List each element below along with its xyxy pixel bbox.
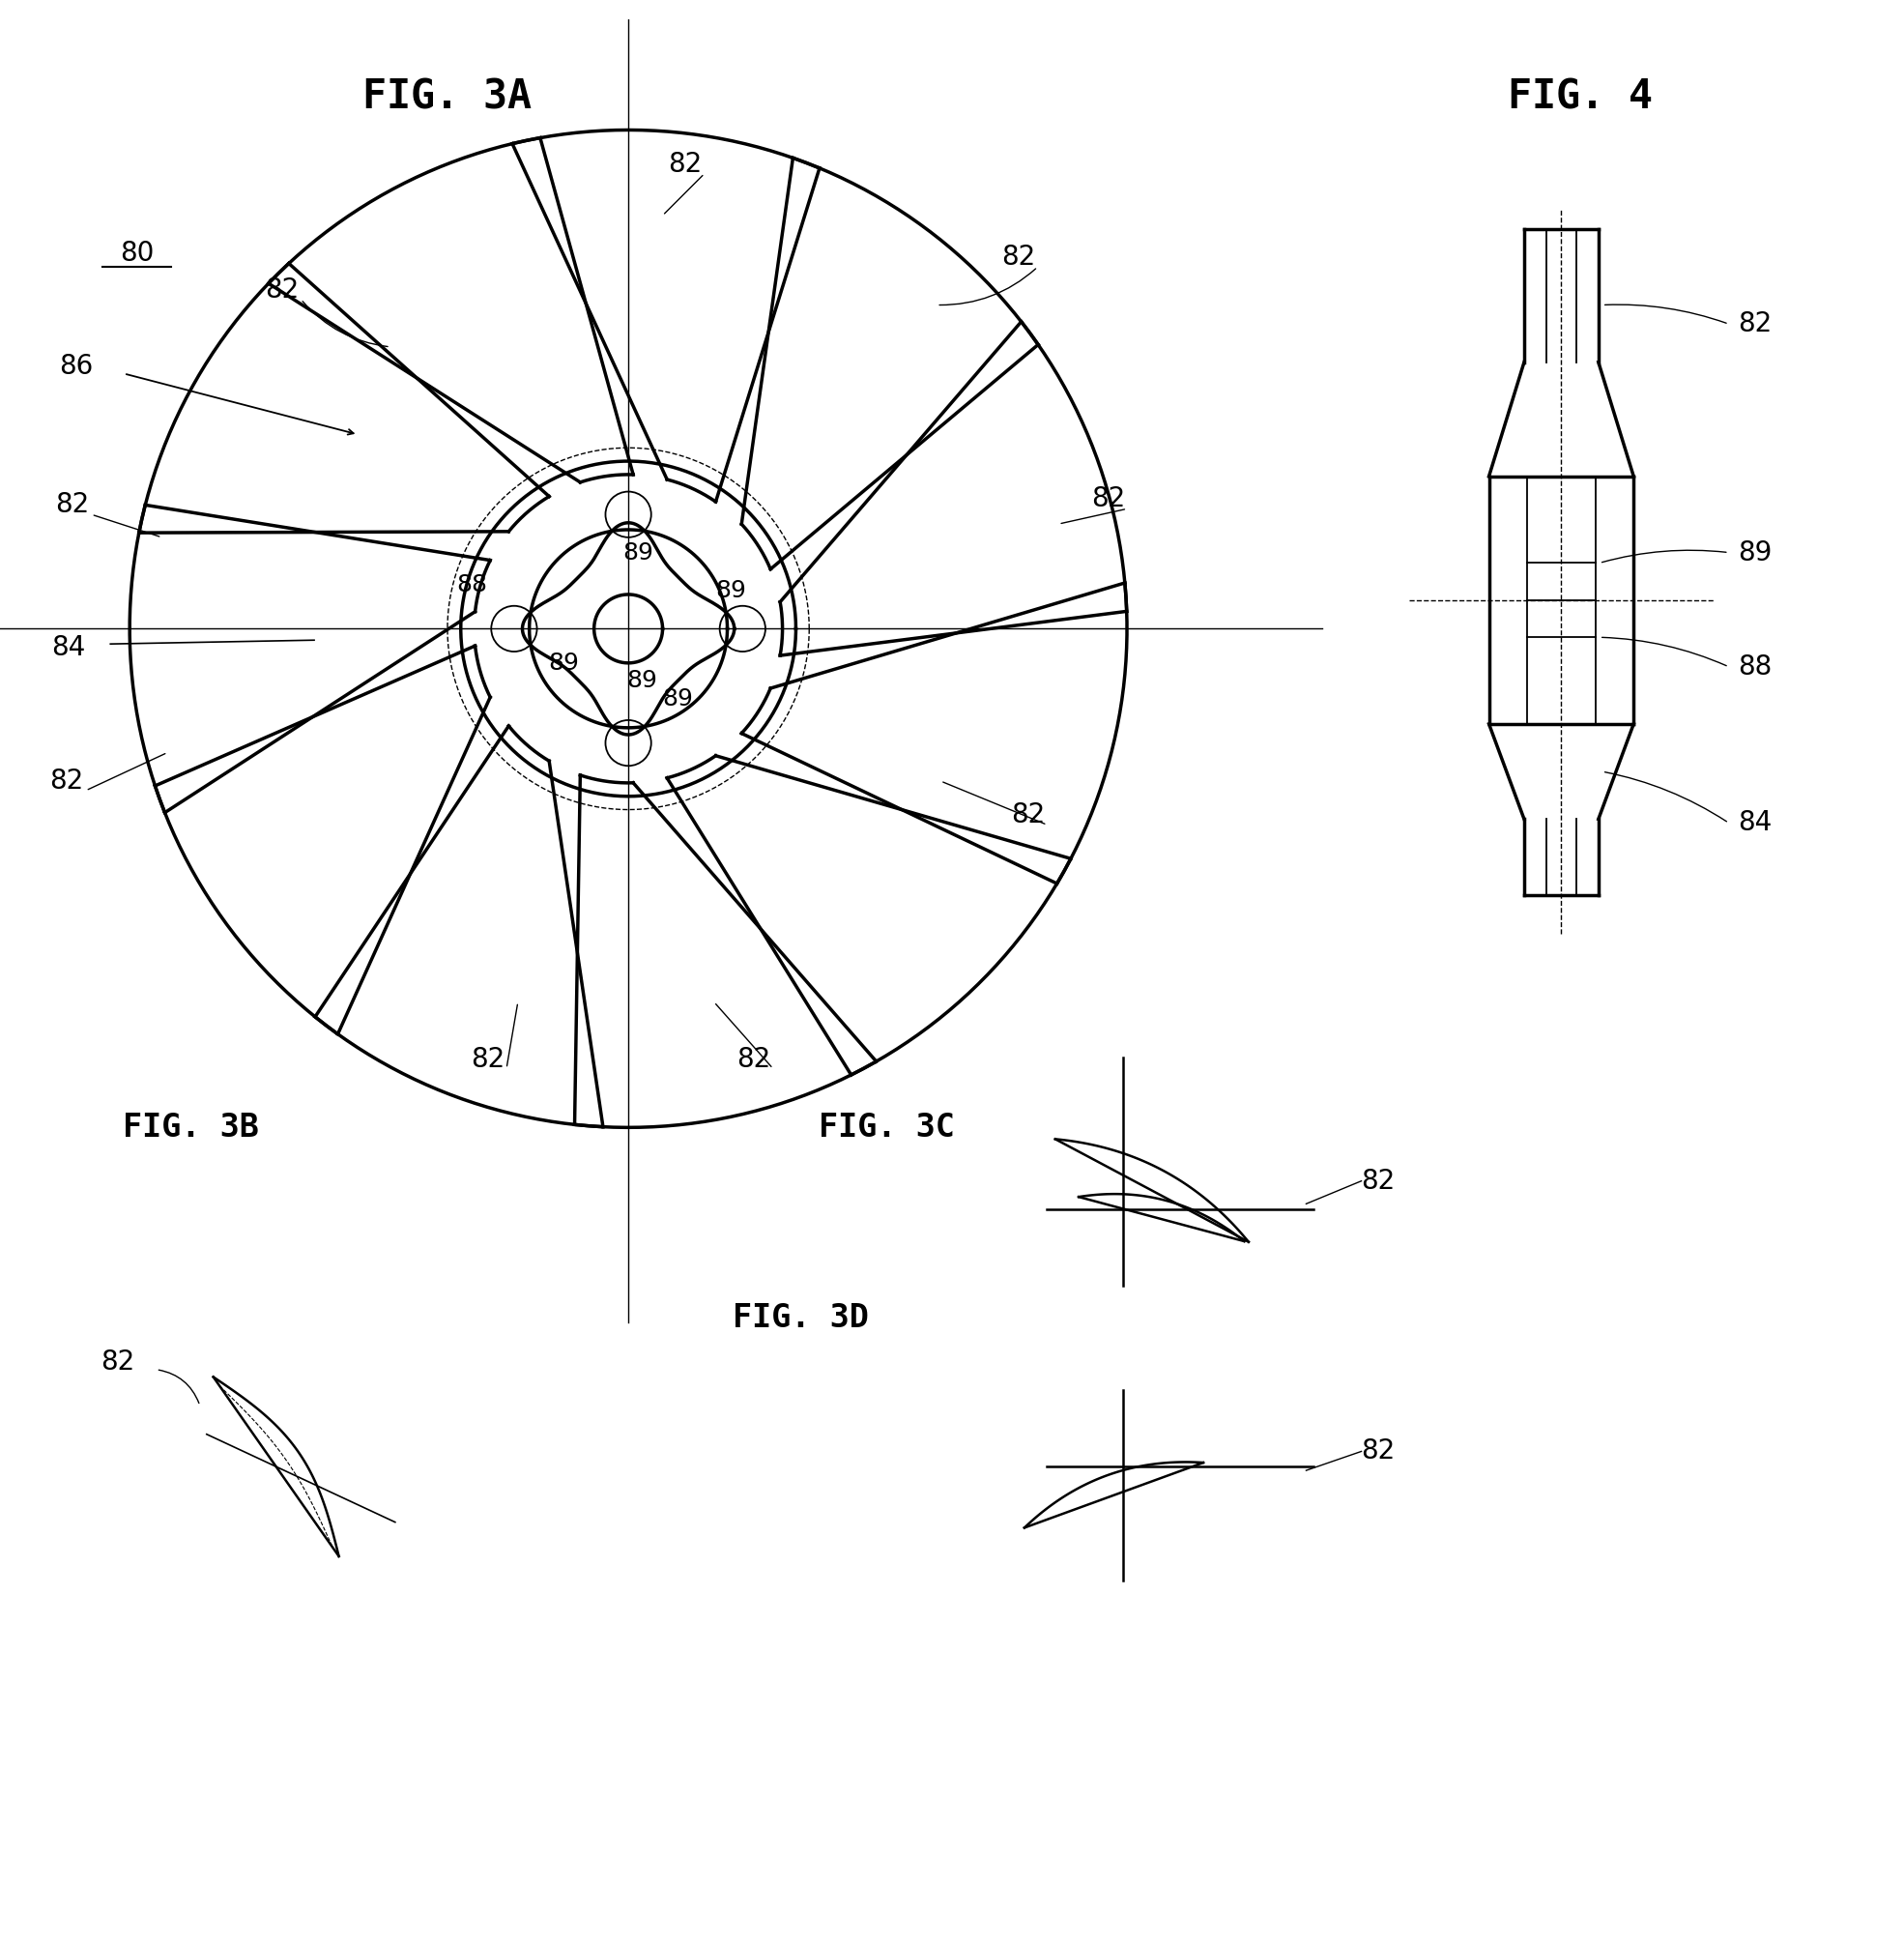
- Text: 82: 82: [265, 276, 299, 303]
- Text: 86: 86: [59, 352, 93, 379]
- Text: 82: 82: [470, 1045, 505, 1073]
- Text: 89: 89: [716, 579, 746, 602]
- Text: 82: 82: [50, 767, 84, 795]
- Text: 89: 89: [623, 540, 653, 563]
- Text: 82: 82: [1011, 802, 1045, 830]
- Text: 84: 84: [1738, 810, 1773, 837]
- Text: 88: 88: [457, 573, 487, 597]
- Text: FIG. 3B: FIG. 3B: [122, 1111, 259, 1144]
- Text: FIG. 3C: FIG. 3C: [819, 1111, 956, 1144]
- Text: 88: 88: [1738, 653, 1773, 680]
- Text: 84: 84: [51, 633, 86, 661]
- Text: 89: 89: [548, 651, 579, 674]
- Text: FIG. 3A: FIG. 3A: [364, 76, 531, 117]
- Text: 82: 82: [101, 1348, 135, 1376]
- Text: FIG. 4: FIG. 4: [1508, 76, 1653, 117]
- Text: 89: 89: [663, 688, 693, 711]
- Text: 82: 82: [1091, 486, 1125, 513]
- Text: 82: 82: [737, 1045, 771, 1073]
- Text: 82: 82: [1361, 1168, 1396, 1195]
- Text: 82: 82: [1002, 243, 1036, 270]
- Text: 82: 82: [1738, 311, 1773, 338]
- Text: 80: 80: [120, 241, 154, 266]
- Text: 82: 82: [55, 492, 89, 519]
- Text: 82: 82: [668, 150, 703, 177]
- Text: 82: 82: [1361, 1438, 1396, 1465]
- Text: FIG. 3D: FIG. 3D: [733, 1302, 870, 1335]
- Text: 89: 89: [626, 668, 657, 692]
- Text: 89: 89: [1738, 538, 1773, 565]
